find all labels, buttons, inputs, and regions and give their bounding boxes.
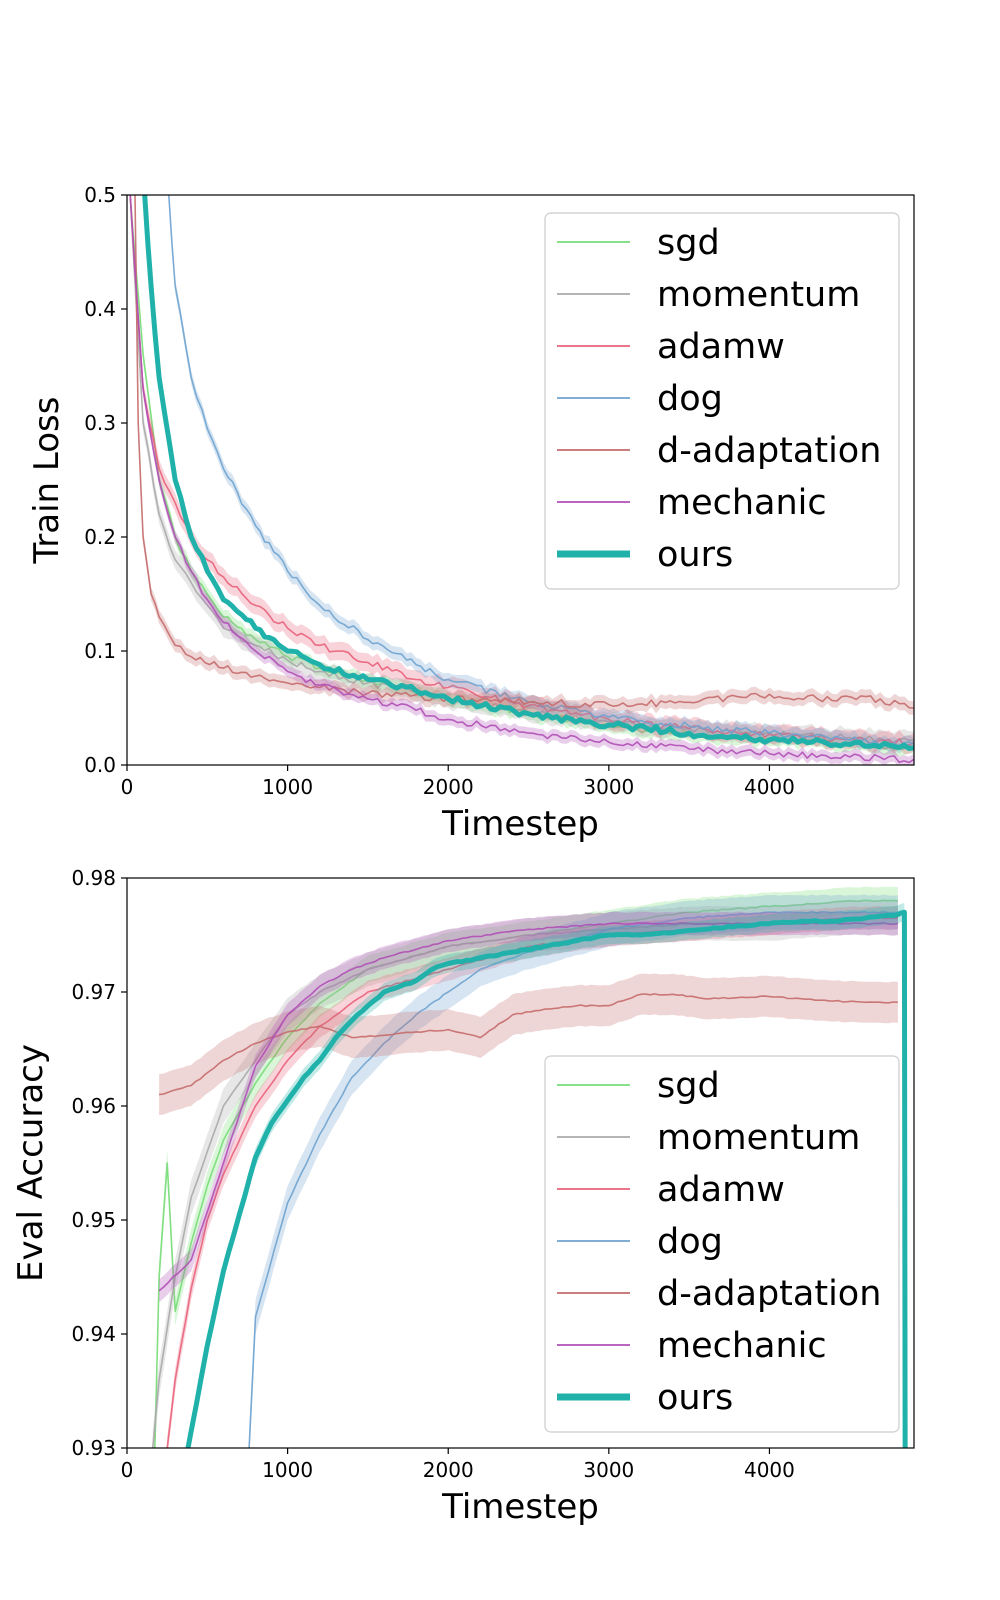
legend-label-dog: dog — [657, 379, 723, 419]
x-tick-label: 1000 — [262, 1458, 313, 1482]
legend: sgd momentum adamw dog d-adaptation mechanic o… — [544, 212, 900, 590]
series-line-mechanic — [129, 195, 914, 764]
plot-area — [151, 886, 908, 1448]
y-tick-label: 0.2 — [84, 525, 116, 549]
legend-label-ours: ours — [657, 1378, 733, 1418]
axes-frame — [126, 194, 915, 766]
axes-frame — [126, 877, 915, 1449]
y-tick-label: 0.0 — [84, 753, 116, 777]
train-loss-panel: 0 1000 2000 3000 4000 0.0 0.1 0.2 0.3 0.4 0.5 Times… — [27, 183, 915, 844]
x-tick-label: 3000 — [583, 775, 634, 799]
y-tick-label: 0.4 — [84, 297, 116, 321]
series-line-d-adaptation — [134, 195, 914, 709]
legend-label-mechanic: mechanic — [657, 483, 827, 523]
x-tick-label: 2000 — [423, 1458, 474, 1482]
y-tick-label: 0.93 — [71, 1436, 116, 1460]
y-tick-label: 0.98 — [71, 866, 116, 890]
x-axis-label: Timestep — [441, 1487, 599, 1527]
y-tick-label: 0.96 — [71, 1094, 116, 1118]
y-tick-label: 0.1 — [84, 639, 116, 663]
legend-label-adamw: adamw — [657, 1170, 785, 1210]
legend-label-adamw: adamw — [657, 327, 785, 367]
y-axis-label: Eval Accuracy — [11, 1044, 51, 1282]
band-d-adaptation — [159, 973, 898, 1116]
legend: sgd momentum adamw dog d-adaptation mechanic o… — [544, 1055, 900, 1433]
legend-label-ours: ours — [657, 535, 733, 575]
x-tick-label: 0 — [121, 1458, 134, 1482]
y-tick-label: 0.97 — [71, 980, 116, 1004]
legend-label-mechanic: mechanic — [657, 1326, 827, 1366]
series-line-adamw — [129, 195, 914, 746]
y-tick-label: 0.3 — [84, 411, 116, 435]
legend-label-momentum: momentum — [657, 1118, 860, 1158]
legend-label-dog: dog — [657, 1222, 723, 1262]
legend-label-sgd: sgd — [657, 1066, 720, 1106]
series-line-ours — [142, 195, 914, 751]
x-tick-label: 1000 — [262, 775, 313, 799]
y-axis-label: Train Loss — [27, 397, 67, 565]
legend-label-momentum: momentum — [657, 275, 860, 315]
eval-accuracy-panel: 0 1000 2000 3000 4000 0.93 0.94 0.95 0.96 0.97 0.9… — [11, 866, 915, 1527]
y-tick-label: 0.94 — [71, 1322, 116, 1346]
x-tick-label: 2000 — [423, 775, 474, 799]
x-axis-label: Timestep — [441, 804, 599, 844]
legend-label-d-adaptation: d-adaptation — [657, 1274, 881, 1314]
legend-box — [544, 212, 900, 590]
x-tick-label: 0 — [121, 775, 134, 799]
plot-area — [129, 195, 914, 765]
legend-label-sgd: sgd — [657, 223, 720, 263]
x-tick-label: 4000 — [744, 775, 795, 799]
series-line-d-adaptation — [158, 993, 898, 1096]
legend-box — [544, 1055, 900, 1433]
legend-label-d-adaptation: d-adaptation — [657, 431, 881, 471]
x-tick-label: 4000 — [744, 1458, 795, 1482]
series-line-ours — [185, 909, 908, 1448]
x-tick-label: 3000 — [583, 1458, 634, 1482]
series-line-dog — [168, 195, 914, 748]
y-tick-label: 0.95 — [71, 1208, 116, 1232]
y-tick-label: 0.5 — [84, 183, 116, 207]
